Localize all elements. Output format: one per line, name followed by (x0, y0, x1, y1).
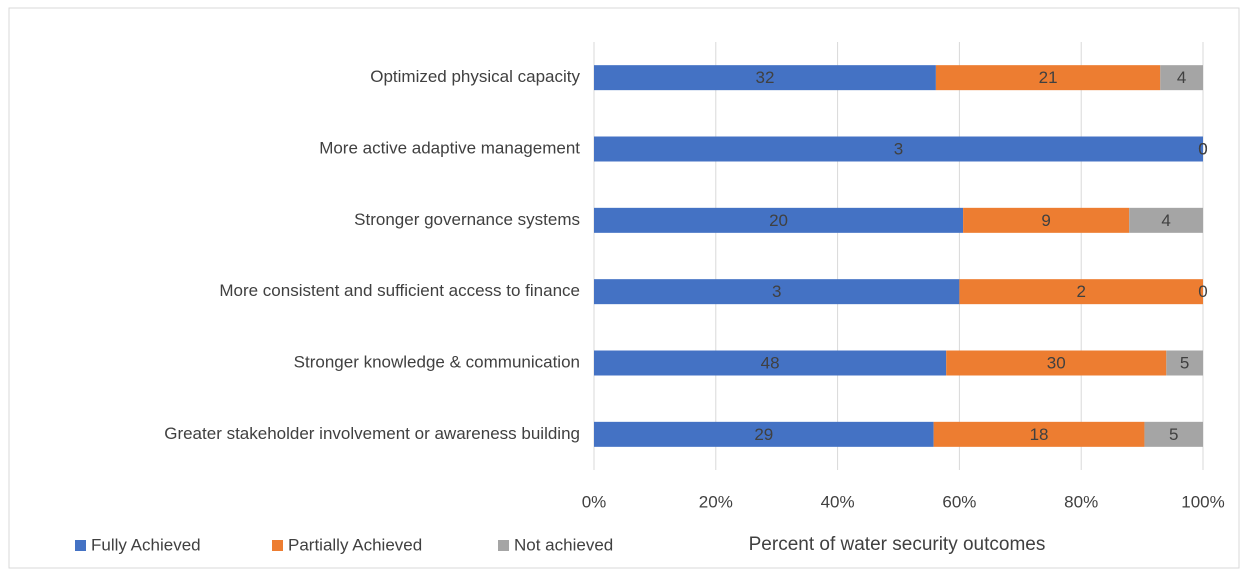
data-label: 18 (1030, 425, 1049, 444)
x-axis-title: Percent of water security outcomes (749, 534, 1046, 555)
bar-segment (594, 207, 964, 233)
data-label: 0 (1198, 282, 1207, 301)
x-tick-label: 0% (582, 492, 607, 511)
data-label: 9 (1041, 211, 1050, 230)
bar-segment (594, 136, 1203, 162)
data-label: 4 (1177, 68, 1186, 87)
legend-label: Partially Achieved (288, 535, 422, 554)
x-tick-label: 80% (1064, 492, 1098, 511)
legend-swatch (498, 540, 509, 551)
legend-swatch (272, 540, 283, 551)
data-label: 0 (1198, 139, 1207, 158)
data-label: 3 (894, 139, 903, 158)
bar-segment (933, 421, 1145, 447)
bar-segment (594, 65, 936, 91)
data-label: 48 (761, 353, 780, 372)
bar-segment (935, 65, 1161, 91)
data-label: 2 (1076, 282, 1085, 301)
y-tick-label: More active adaptive management (319, 138, 580, 157)
data-label: 3 (772, 282, 781, 301)
legend-label: Not achieved (514, 535, 613, 554)
data-label: 21 (1039, 68, 1058, 87)
x-tick-label: 20% (699, 492, 733, 511)
x-tick-label: 40% (821, 492, 855, 511)
y-tick-label: More consistent and sufficient access to… (219, 281, 580, 300)
x-tick-label: 100% (1181, 492, 1224, 511)
bar-segment (1160, 65, 1203, 91)
legend-label: Fully Achieved (91, 535, 201, 554)
bar-segment (963, 207, 1130, 233)
x-tick-label: 60% (942, 492, 976, 511)
bar-segment (1166, 350, 1203, 376)
y-tick-label: Greater stakeholder involvement or aware… (164, 424, 580, 443)
y-tick-label: Optimized physical capacity (370, 67, 580, 86)
data-label: 4 (1161, 211, 1170, 230)
bar-segment (1129, 207, 1203, 233)
bar-segment (946, 350, 1167, 376)
legend-swatch (75, 540, 86, 551)
bar-segment (1144, 421, 1203, 447)
data-label: 5 (1180, 353, 1189, 372)
data-label: 29 (754, 425, 773, 444)
bar-segment (594, 350, 947, 376)
data-label: 5 (1169, 425, 1178, 444)
data-label: 30 (1047, 353, 1066, 372)
y-tick-label: Stronger governance systems (354, 210, 580, 229)
y-tick-label: Stronger knowledge & communication (294, 352, 580, 371)
data-label: 0 (1198, 139, 1207, 158)
bar-segment (959, 279, 1203, 305)
data-label: 32 (755, 68, 774, 87)
bar-segment (594, 421, 934, 447)
bar-segment (594, 279, 960, 305)
data-label: 20 (769, 211, 788, 230)
